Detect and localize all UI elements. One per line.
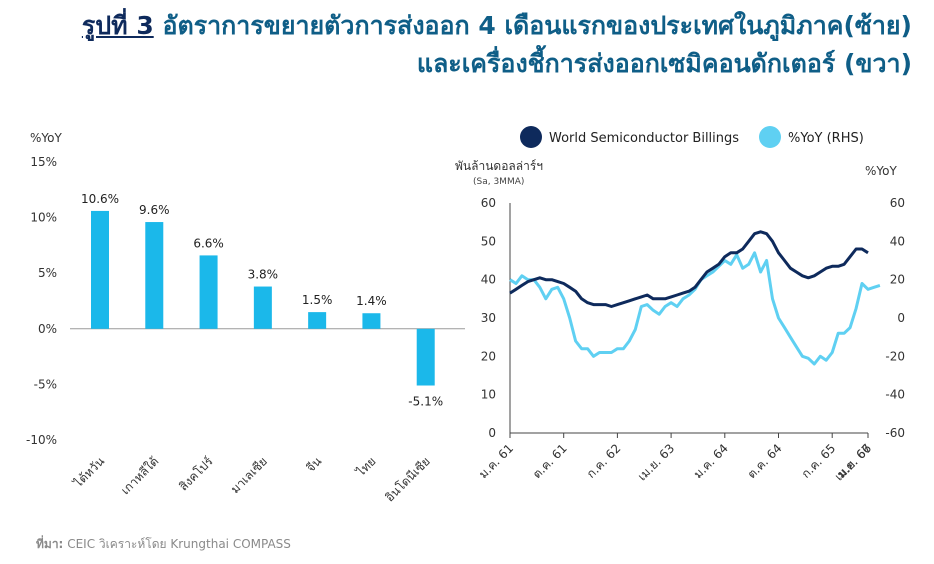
bar-value-label: 10.6% xyxy=(81,192,119,206)
legend-label-yoy: %YoY (RHS) xyxy=(788,131,864,146)
bar-ytick-label: 10% xyxy=(30,211,57,225)
line-x-tick-label: เม.ย. 63 xyxy=(635,441,677,483)
bar-category-label: ไทย xyxy=(353,454,378,479)
bar-value-label: 3.8% xyxy=(248,268,279,282)
bar-category-label: สิงคโปร์ xyxy=(176,454,216,494)
source-note: ที่มา: CEIC วิเคราะห์โดย Krungthai COMPA… xyxy=(36,535,291,554)
line-ylabel: พันล้านดอลล่าร์ฯ xyxy=(455,159,543,173)
source-text: CEIC วิเคราะห์โดย Krungthai COMPASS xyxy=(67,537,291,551)
bar-category-label: มาเลเซีย xyxy=(228,454,270,496)
legend-label-billings: World Semiconductor Billings xyxy=(549,131,739,146)
bar-category-label: เกาหลีใต้ xyxy=(118,454,161,497)
bar-ytick-label: -10% xyxy=(26,433,57,447)
bar-category-label: ไต้หวัน xyxy=(71,454,108,491)
bar-value-label: 1.4% xyxy=(356,294,387,308)
bar-ytick-label: 0% xyxy=(38,322,57,336)
bar xyxy=(308,312,327,329)
bar-value-label: 6.6% xyxy=(193,236,224,250)
line-y2tick-label: 40 xyxy=(890,234,905,248)
figure-label: รูปที่ 3 xyxy=(81,11,154,40)
chart-title-line2: และเครื่องชี้การส่งออกเซมิคอนดักเตอร์ (ข… xyxy=(416,49,912,78)
line-x-tick-label: ม.ค. 61 xyxy=(476,441,516,481)
line-ytick-label: 50 xyxy=(481,234,496,248)
line-ylabel-note: (Sa, 3MMA) xyxy=(473,177,524,187)
bar-value-label: -5.1% xyxy=(408,395,443,409)
title-text-line1: อัตราการขยายตัวการส่งออก 4 เดือนแรกของปร… xyxy=(162,11,912,40)
line-ytick-label: 30 xyxy=(481,311,496,325)
line-y2tick-label: 60 xyxy=(890,196,905,210)
line-ytick-label: 10 xyxy=(481,388,496,402)
chart-title-line1: รูปที่ 3 อัตราการขยายตัวการส่งออก 4 เดือ… xyxy=(82,6,912,46)
bar xyxy=(145,222,164,329)
bar-category-label: อินโดนีเซีย xyxy=(383,454,433,504)
line-x-tick-label: ต.ค. 64 xyxy=(745,441,785,481)
line-y2tick-label: -40 xyxy=(885,388,905,402)
bar xyxy=(253,286,272,329)
bar-ytick-label: -5% xyxy=(34,377,57,391)
line-y2tick-label: 0 xyxy=(897,311,905,325)
line-y2tick-label: -60 xyxy=(885,426,905,440)
legend-marker-yoy xyxy=(759,126,781,148)
bar-category-label: จีน xyxy=(304,454,325,475)
bar-ytick-label: 15% xyxy=(30,155,57,169)
line-x-tick-label: ก.ค. 62 xyxy=(584,441,624,481)
line-x-tick-label: ม.ค. 64 xyxy=(691,441,731,481)
bar-ytick-label: 5% xyxy=(38,266,57,280)
line-ytick-label: 20 xyxy=(481,349,496,363)
series-line-billings xyxy=(509,230,869,308)
line-y2tick-label: -20 xyxy=(885,349,905,363)
series-line-yoy xyxy=(509,251,881,366)
line-x-tick-label: ม.ค. 67 xyxy=(834,441,874,481)
line-ytick-label: 60 xyxy=(481,196,496,210)
bar xyxy=(416,328,435,386)
source-label: ที่มา: xyxy=(36,537,64,551)
bar xyxy=(91,210,109,329)
bar-value-label: 1.5% xyxy=(302,293,333,307)
line-ytick-label: 40 xyxy=(481,273,496,287)
bar xyxy=(199,255,218,329)
line-ytick-label: 0 xyxy=(488,426,496,440)
line-y2label: %YoY xyxy=(865,164,897,178)
bar-ylabel: %YoY xyxy=(30,131,62,145)
line-x-tick-label: ต.ค. 61 xyxy=(530,441,570,481)
bar-value-label: 9.6% xyxy=(139,203,170,217)
line-y2tick-label: 20 xyxy=(890,273,905,287)
bar xyxy=(362,313,381,329)
legend-marker-billings xyxy=(520,126,542,148)
